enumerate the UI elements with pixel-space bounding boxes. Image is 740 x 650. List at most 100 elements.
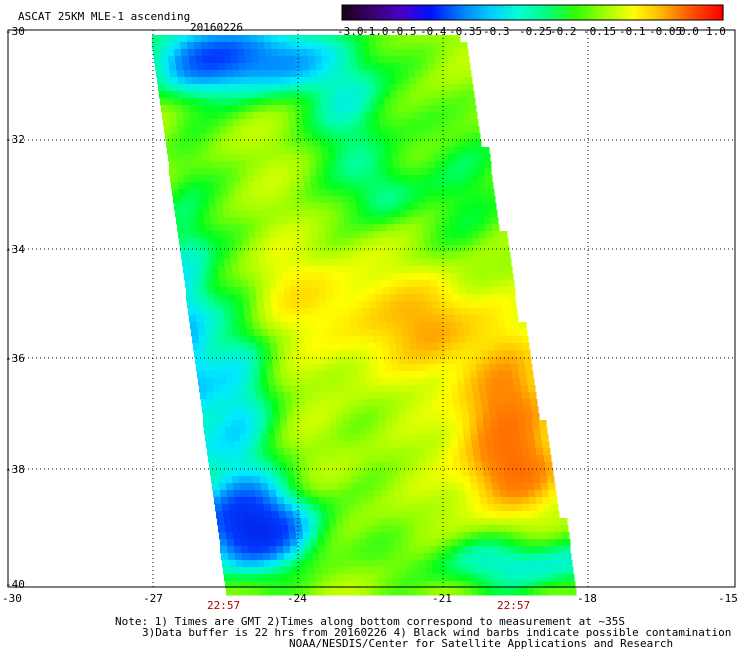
colorbar-segment bbox=[342, 5, 346, 20]
swath-cell bbox=[261, 70, 269, 78]
swath-cell bbox=[351, 217, 359, 225]
swath-cell bbox=[299, 301, 307, 309]
colorbar-segment bbox=[519, 5, 524, 20]
swath-cell bbox=[425, 91, 433, 99]
swath-cell bbox=[289, 532, 297, 540]
swath-cell bbox=[255, 231, 263, 239]
swath-cell bbox=[396, 84, 404, 92]
swath-cell bbox=[394, 588, 402, 596]
swath-cell bbox=[205, 119, 213, 127]
swath-cell bbox=[318, 231, 326, 239]
swath-cell bbox=[498, 581, 506, 589]
swath-cell bbox=[403, 287, 411, 295]
swath-cell bbox=[239, 161, 247, 169]
swath-cell bbox=[403, 294, 411, 302]
swath-cell bbox=[183, 266, 191, 274]
swath-cell bbox=[446, 399, 454, 407]
swath-cell bbox=[176, 112, 184, 120]
swath-cell bbox=[260, 581, 268, 589]
swath-cell bbox=[344, 168, 352, 176]
swath-cell bbox=[286, 49, 294, 57]
swath-cell bbox=[316, 322, 324, 330]
swath-cell bbox=[533, 427, 541, 435]
swath-cell bbox=[506, 588, 514, 596]
swath-cell bbox=[269, 385, 277, 393]
swath-cell bbox=[463, 476, 471, 484]
swath-cell bbox=[257, 560, 265, 568]
swath-cell bbox=[377, 49, 385, 57]
swath-cell bbox=[201, 42, 209, 50]
swath-cell bbox=[460, 399, 468, 407]
swath-cell bbox=[489, 203, 497, 211]
swath-cell bbox=[238, 154, 246, 162]
swath-cell bbox=[262, 231, 270, 239]
swath-cell bbox=[424, 343, 432, 351]
swath-cell bbox=[425, 504, 433, 512]
swath-cell bbox=[386, 476, 394, 484]
swath-cell bbox=[368, 343, 376, 351]
swath-cell bbox=[296, 532, 304, 540]
swath-cell bbox=[240, 70, 248, 78]
swath-cell bbox=[273, 210, 281, 218]
swath-cell bbox=[542, 539, 550, 547]
swath-cell bbox=[505, 427, 513, 435]
swath-cell bbox=[192, 280, 200, 288]
swath-cell bbox=[254, 588, 262, 596]
swath-cell bbox=[262, 385, 270, 393]
swath-cell bbox=[289, 70, 297, 78]
swath-cell bbox=[164, 77, 172, 85]
swath-cell bbox=[448, 56, 456, 64]
swath-cell bbox=[525, 518, 533, 526]
swath-cell bbox=[449, 322, 457, 330]
swath-cell bbox=[488, 350, 496, 358]
colorbar-labels: -3.0-1.0 -0.5 -0.4 -0.35 -0.3 -0.25-0.2 -0.15-… bbox=[337, 25, 726, 38]
swath-cell bbox=[195, 252, 203, 260]
swath-cell bbox=[258, 98, 266, 106]
swath-cell bbox=[482, 147, 490, 155]
swath-cell bbox=[231, 518, 239, 526]
swath-cell bbox=[412, 357, 420, 365]
swath-cell bbox=[251, 406, 259, 414]
swath-cell bbox=[336, 105, 344, 113]
swath-cell bbox=[397, 42, 405, 50]
swath-cell bbox=[241, 441, 249, 449]
swath-cell bbox=[455, 315, 463, 323]
swath-cell bbox=[415, 378, 423, 386]
swath-cell bbox=[418, 399, 426, 407]
swath-cell bbox=[485, 434, 493, 442]
swath-cell bbox=[292, 350, 300, 358]
colorbar-segment bbox=[351, 5, 356, 20]
swath-cell bbox=[308, 364, 316, 372]
swath-cell bbox=[388, 182, 396, 190]
swath-cell bbox=[461, 308, 469, 316]
colorbar-segment bbox=[491, 5, 495, 20]
swath-cell bbox=[373, 119, 381, 127]
swath-cell bbox=[399, 105, 407, 113]
swath-cell bbox=[331, 70, 339, 78]
swath-cell bbox=[343, 469, 351, 477]
swath-cell bbox=[418, 504, 426, 512]
swath-cell bbox=[344, 371, 352, 379]
swath-cell bbox=[398, 49, 406, 57]
swath-cell bbox=[344, 161, 352, 169]
swath-cell bbox=[405, 406, 413, 414]
swath-cell bbox=[556, 546, 564, 554]
swath-cell bbox=[178, 182, 186, 190]
swath-cell bbox=[358, 371, 366, 379]
swath-cell bbox=[271, 301, 279, 309]
swath-cell bbox=[380, 119, 388, 127]
swath-cell bbox=[514, 539, 522, 547]
swath-cell bbox=[387, 434, 395, 442]
swath-cell bbox=[344, 217, 352, 225]
swath-cell bbox=[330, 581, 338, 589]
swath-cell bbox=[383, 245, 391, 253]
swath-cell bbox=[162, 112, 170, 120]
swath-cell bbox=[362, 196, 370, 204]
swath-cell bbox=[220, 441, 228, 449]
swath-cell bbox=[252, 259, 260, 267]
swath-cell bbox=[310, 224, 318, 232]
swath-cell bbox=[385, 105, 393, 113]
swath-cell bbox=[251, 252, 259, 260]
swath-cell bbox=[352, 70, 360, 78]
swath-cell bbox=[199, 280, 207, 288]
